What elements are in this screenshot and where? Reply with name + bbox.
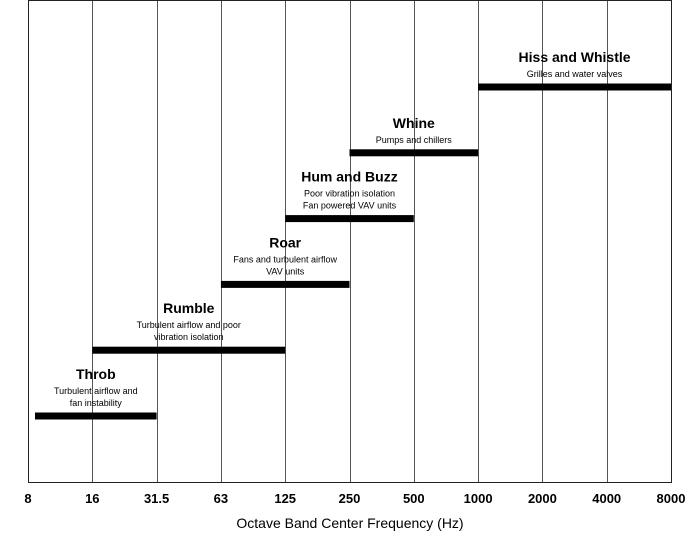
- x-tick-label: 8000: [657, 491, 686, 506]
- category-description: Turbulent airflow and poor: [137, 320, 241, 330]
- x-tick-label: 1000: [464, 491, 493, 506]
- category-description: Fan powered VAV units: [303, 201, 397, 211]
- category-title: Roar: [269, 234, 301, 250]
- x-tick-label: 8: [24, 491, 31, 506]
- category-title: Throb: [76, 366, 116, 382]
- category-title: Rumble: [163, 300, 215, 316]
- x-axis-label: Octave Band Center Frequency (Hz): [236, 515, 463, 531]
- range-bar-hiss-and-whistle: [478, 83, 671, 91]
- category-description: vibration isolation: [154, 332, 224, 342]
- range-bar-roar: [220, 280, 350, 288]
- range-bar-whine: [349, 149, 479, 157]
- range-bar-rumble: [92, 346, 286, 354]
- category-description: Poor vibration isolation: [304, 189, 395, 199]
- range-bars: [35, 83, 671, 420]
- category-title: Hiss and Whistle: [519, 49, 631, 65]
- category-labels: fan instability Turbulent airflow and Thro…: [54, 49, 631, 408]
- range-bar-throb: [35, 412, 157, 420]
- category-description: Turbulent airflow and: [54, 386, 138, 396]
- x-tick-labels: 8 16 31.5 63 125 250 500 1000 2000 4000 8000: [24, 491, 685, 506]
- x-tick-label: 250: [339, 491, 361, 506]
- x-tick-label: 4000: [592, 491, 621, 506]
- x-tick-label: 125: [274, 491, 296, 506]
- plot-frame: [28, 0, 672, 483]
- range-bar-hum-and-buzz: [285, 215, 414, 223]
- category-description: fan instability: [70, 398, 123, 408]
- grid-lines: [92, 0, 608, 482]
- x-tick-label: 2000: [528, 491, 557, 506]
- category-title: Hum and Buzz: [301, 169, 397, 185]
- category-description: Fans and turbulent airflow: [233, 254, 337, 264]
- category-description: VAV units: [266, 266, 305, 276]
- x-tick-label: 16: [85, 491, 99, 506]
- x-tick-label: 500: [403, 491, 425, 506]
- category-description: Pumps and chillers: [376, 135, 453, 145]
- category-description: Grilles and water valves: [527, 69, 623, 79]
- category-title: Whine: [393, 115, 435, 131]
- x-tick-label: 63: [214, 491, 228, 506]
- x-tick-label: 31.5: [144, 491, 169, 506]
